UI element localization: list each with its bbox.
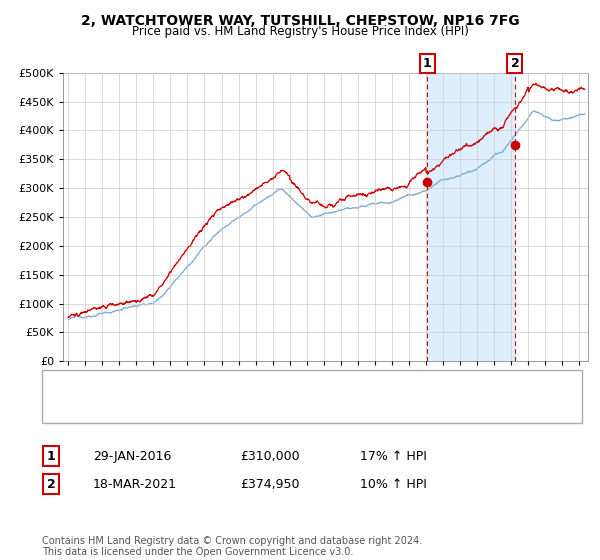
- Text: £374,950: £374,950: [240, 478, 299, 491]
- Text: £310,000: £310,000: [240, 450, 299, 463]
- Bar: [427, 73, 515, 361]
- Text: Contains HM Land Registry data © Crown copyright and database right 2024.
This d: Contains HM Land Registry data © Crown c…: [42, 535, 422, 557]
- Text: 2, WATCHTOWER WAY, TUTSHILL, CHEPSTOW, NP16 7FG (detached house): 2, WATCHTOWER WAY, TUTSHILL, CHEPSTOW, N…: [99, 380, 515, 390]
- Text: 10% ↑ HPI: 10% ↑ HPI: [360, 478, 427, 491]
- Text: 1: 1: [47, 450, 55, 463]
- Text: 18-MAR-2021: 18-MAR-2021: [93, 478, 177, 491]
- Text: Price paid vs. HM Land Registry's House Price Index (HPI): Price paid vs. HM Land Registry's House …: [131, 25, 469, 38]
- Text: 1: 1: [423, 57, 432, 70]
- Text: 29-JAN-2016: 29-JAN-2016: [93, 450, 172, 463]
- Text: 2: 2: [47, 478, 55, 491]
- Text: HPI: Average price, detached house, Forest of Dean: HPI: Average price, detached house, Fore…: [99, 403, 386, 413]
- Text: 2, WATCHTOWER WAY, TUTSHILL, CHEPSTOW, NP16 7FG: 2, WATCHTOWER WAY, TUTSHILL, CHEPSTOW, N…: [80, 14, 520, 28]
- Text: 17% ↑ HPI: 17% ↑ HPI: [360, 450, 427, 463]
- Text: 2: 2: [511, 57, 519, 70]
